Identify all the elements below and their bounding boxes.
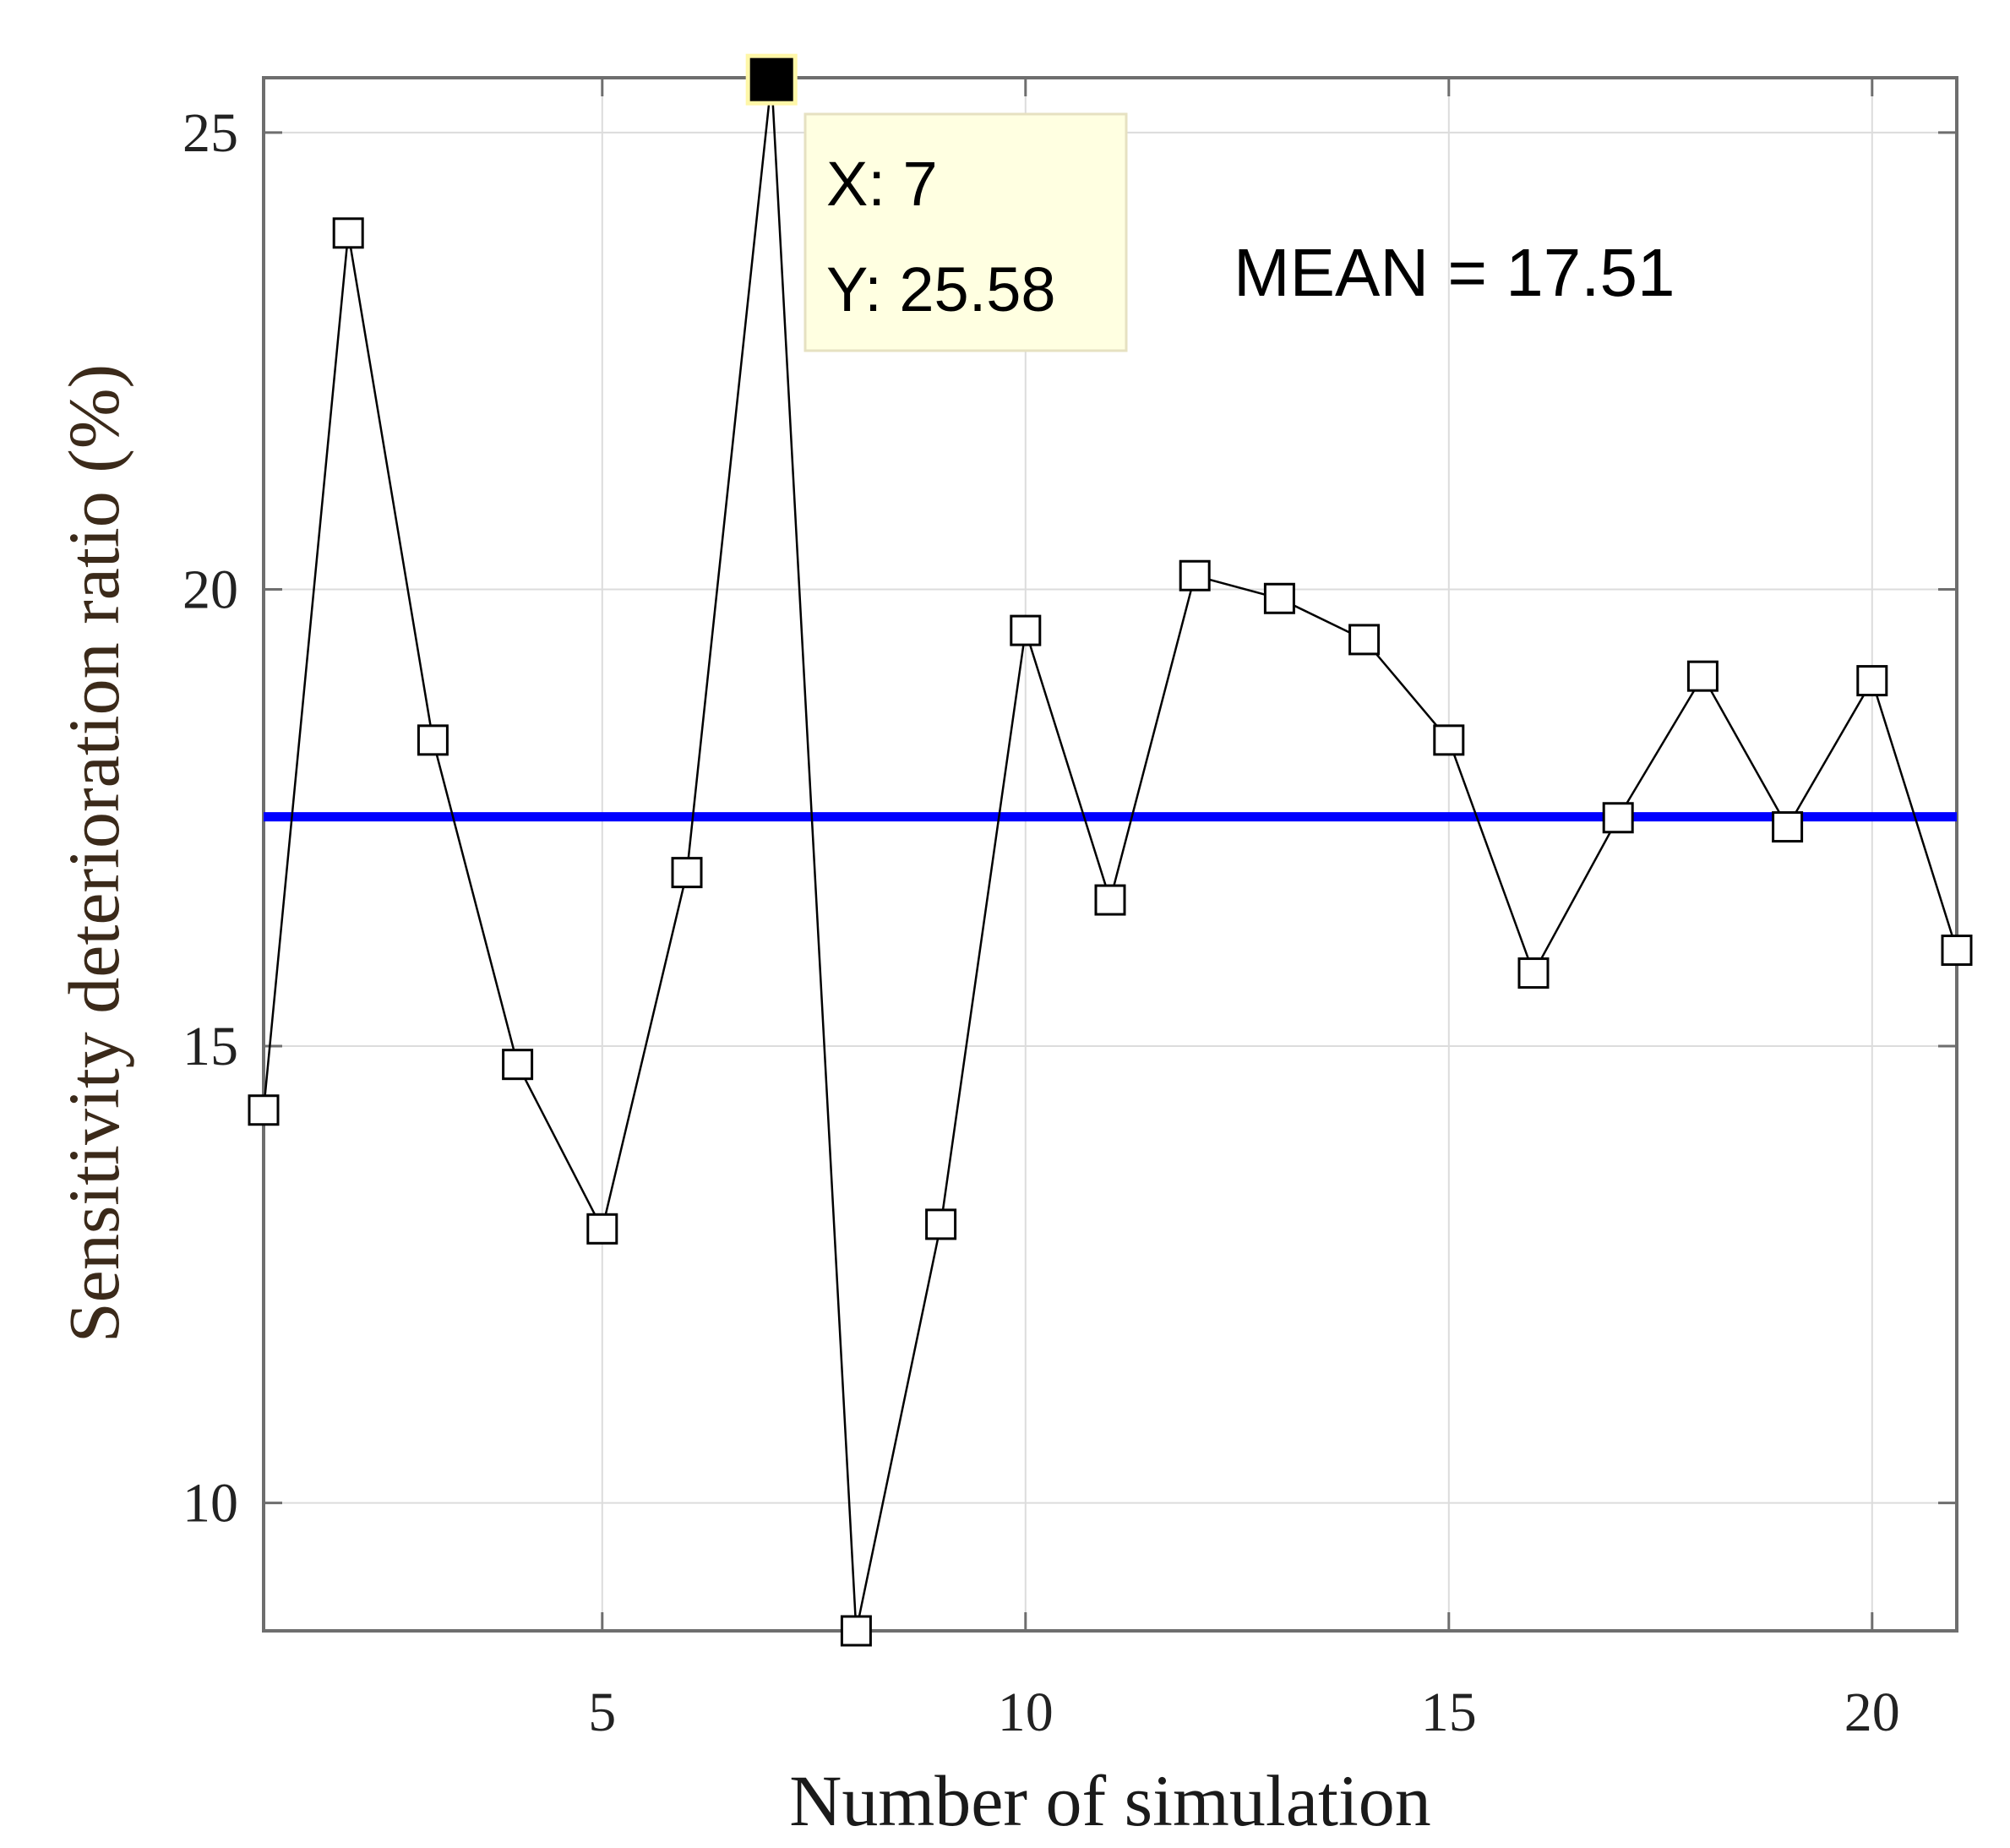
data-markers	[248, 53, 1973, 1647]
y-tick-label: 25	[182, 102, 238, 164]
data-point[interactable]	[586, 1213, 618, 1245]
datatip-x-text: X: 7	[826, 149, 938, 219]
data-point[interactable]	[417, 724, 449, 756]
data-point[interactable]	[1348, 624, 1381, 656]
data-point[interactable]	[248, 1094, 280, 1126]
ticks	[264, 78, 1957, 1631]
mean-annotation: MEAN = 17.51	[1234, 235, 1675, 310]
y-tick-labels: 10 15 20 25	[182, 102, 238, 1535]
data-point[interactable]	[925, 1208, 957, 1240]
highlighted-data-point[interactable]	[745, 53, 798, 106]
data-point[interactable]	[1094, 884, 1126, 916]
y-tick-label: 20	[182, 559, 238, 620]
x-tick-label: 5	[588, 1682, 616, 1743]
x-tick-label: 20	[1844, 1682, 1900, 1743]
x-axis-title: Number of simulation	[789, 1760, 1431, 1841]
y-tick-label: 15	[182, 1016, 238, 1077]
grid	[264, 78, 1957, 1631]
axes-box	[262, 76, 1958, 1633]
x-tick-label: 15	[1421, 1682, 1477, 1743]
data-point[interactable]	[1856, 665, 1888, 697]
data-point[interactable]	[1686, 660, 1719, 692]
data-point[interactable]	[840, 1615, 872, 1647]
data-point[interactable]	[671, 857, 703, 889]
y-tick-label: 10	[182, 1473, 238, 1535]
x-tick-labels: 5 10 15 20	[588, 1682, 1900, 1743]
data-point[interactable]	[1602, 802, 1634, 834]
data-point[interactable]	[502, 1049, 534, 1081]
y-axis-title: Sensitivity deterioration ratio (%)	[53, 364, 134, 1343]
data-point[interactable]	[1433, 724, 1465, 756]
data-point[interactable]	[1010, 614, 1042, 646]
datatip[interactable]: X: 7 Y: 25.58	[803, 112, 1128, 352]
datatip-y-text: Y: 25.58	[826, 254, 1056, 324]
data-point[interactable]	[1263, 582, 1295, 614]
datatip-box	[803, 112, 1128, 352]
data-point[interactable]	[332, 217, 364, 249]
data-point[interactable]	[1772, 811, 1804, 843]
data-point[interactable]	[1941, 935, 1973, 967]
data-point[interactable]	[1179, 559, 1211, 591]
x-tick-label: 10	[998, 1682, 1054, 1743]
data-point[interactable]	[1517, 957, 1550, 989]
